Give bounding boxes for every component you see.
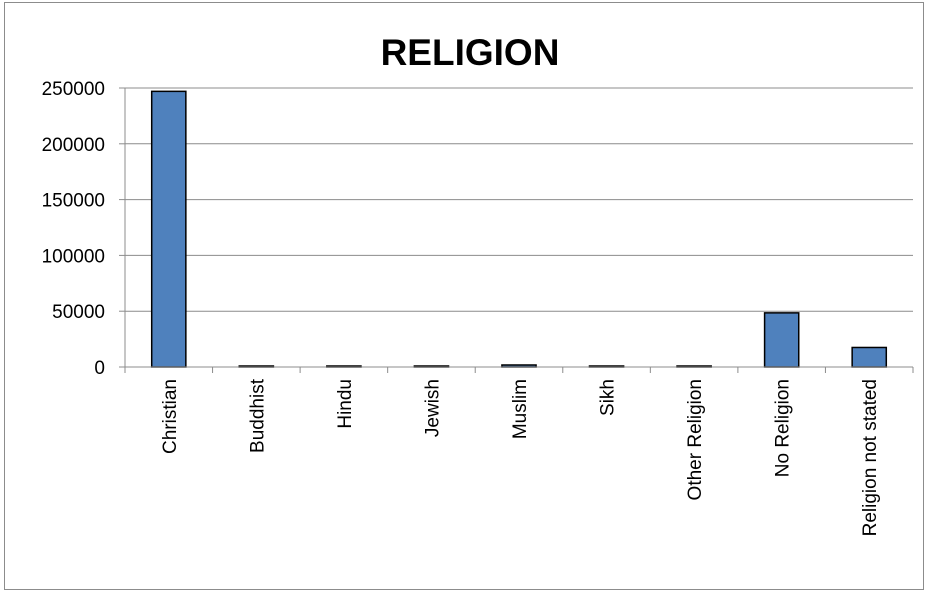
y-tick-label: 0 <box>94 358 105 379</box>
x-category-label: No Religion <box>773 379 794 477</box>
y-tick-label: 250000 <box>42 79 105 100</box>
x-category-label: Sikh <box>598 379 619 416</box>
x-category-label: Other Religion <box>685 379 706 500</box>
chart-title: RELIGION <box>380 32 560 73</box>
bar-no-religion <box>763 312 800 368</box>
y-tick-label: 100000 <box>42 246 105 267</box>
x-category-label: Muslim <box>510 379 531 439</box>
bars <box>150 90 888 368</box>
axes <box>119 87 914 373</box>
gridlines <box>125 87 913 312</box>
y-tick-label: 150000 <box>42 191 105 212</box>
y-tick-label: 50000 <box>52 302 105 323</box>
y-tick-label: 200000 <box>42 135 105 156</box>
bar-religion-not-stated <box>851 346 888 368</box>
x-category-label: Christian <box>160 379 181 454</box>
x-category-label: Religion not stated <box>860 379 881 536</box>
labels: 0 50000 100000 150000 200000 250000 Christian B… <box>42 79 882 536</box>
x-category-label: Hindu <box>335 379 356 429</box>
x-category-label: Buddhist <box>247 378 268 453</box>
x-category-label: Jewish <box>422 379 443 437</box>
bar-christian <box>150 90 187 368</box>
